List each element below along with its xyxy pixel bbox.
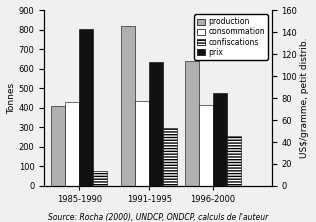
Bar [163,128,177,186]
Text: Source: Rocha (2000), UNDCP, ONDCP, calculs de l'auteur: Source: Rocha (2000), UNDCP, ONDCP, calc… [48,213,268,222]
Bar [213,93,227,186]
Bar [121,26,135,186]
Legend: production, consommation, confiscations, prix: production, consommation, confiscations,… [194,14,268,60]
Bar [51,106,65,186]
Bar [199,105,213,186]
Y-axis label: US$/gramme, petit distrib.: US$/gramme, petit distrib. [300,38,309,159]
Bar [135,101,149,186]
Bar [185,61,199,186]
Bar [227,136,240,186]
Bar [149,62,163,186]
Y-axis label: Tonnes: Tonnes [7,83,16,114]
Bar [79,29,93,186]
Bar [93,171,107,186]
Bar [65,102,79,186]
